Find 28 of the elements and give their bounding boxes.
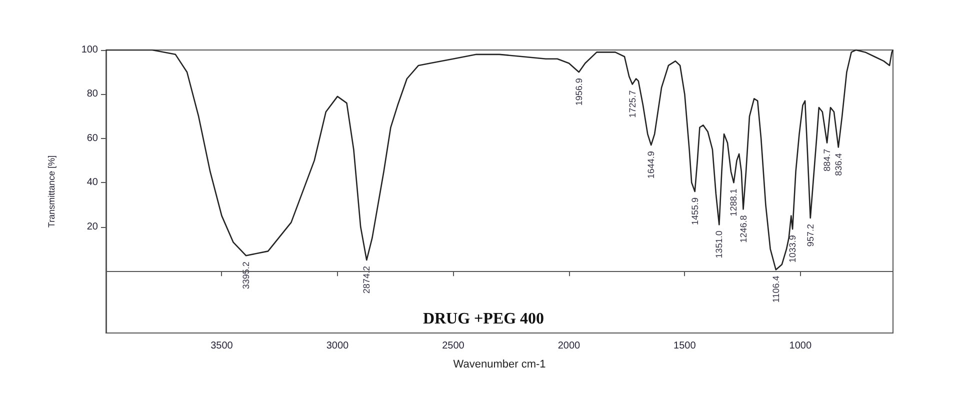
annotation: 1246.8 [738, 215, 748, 243]
y-tick-label: 80 [86, 88, 98, 100]
annotation: 1288.1 [728, 188, 739, 216]
y-axis-title: Transmittance [%] [46, 155, 56, 228]
y-tick-label: 40 [86, 177, 98, 188]
annotation: 1351.0 [714, 230, 724, 258]
annotation: 884.7 [822, 148, 832, 172]
annotation: 1644.9 [646, 151, 656, 179]
annotation: 1106.4 [770, 276, 781, 303]
x-tick-label: 2500 [442, 340, 465, 352]
x-axis-title: Wavenumber cm-1 [453, 358, 546, 370]
annotation: 1033.9 [788, 235, 798, 263]
text: DRUG +PEG 400 [422, 310, 544, 328]
x-tick-label: 1500 [674, 340, 696, 352]
x-tick-label: 3500 [210, 340, 234, 352]
y-tick-label: 60 [86, 132, 98, 144]
annotation: 1455.9 [690, 198, 700, 226]
annotation: 1725.7 [627, 90, 638, 118]
x-tick-label: 1000 [789, 340, 812, 352]
y-tick-label: 100 [81, 44, 98, 56]
annotation: 836.4 [833, 153, 844, 176]
annotation: 3395.2 [240, 262, 251, 290]
x-tick-label: 2000 [558, 340, 580, 352]
annotation: 1956.9 [574, 78, 584, 106]
x-tick-label: 3000 [326, 340, 350, 352]
annotation: 2874.2 [362, 266, 372, 294]
y-tick-label: 20 [86, 221, 98, 232]
annotation: 957.2 [805, 224, 816, 247]
